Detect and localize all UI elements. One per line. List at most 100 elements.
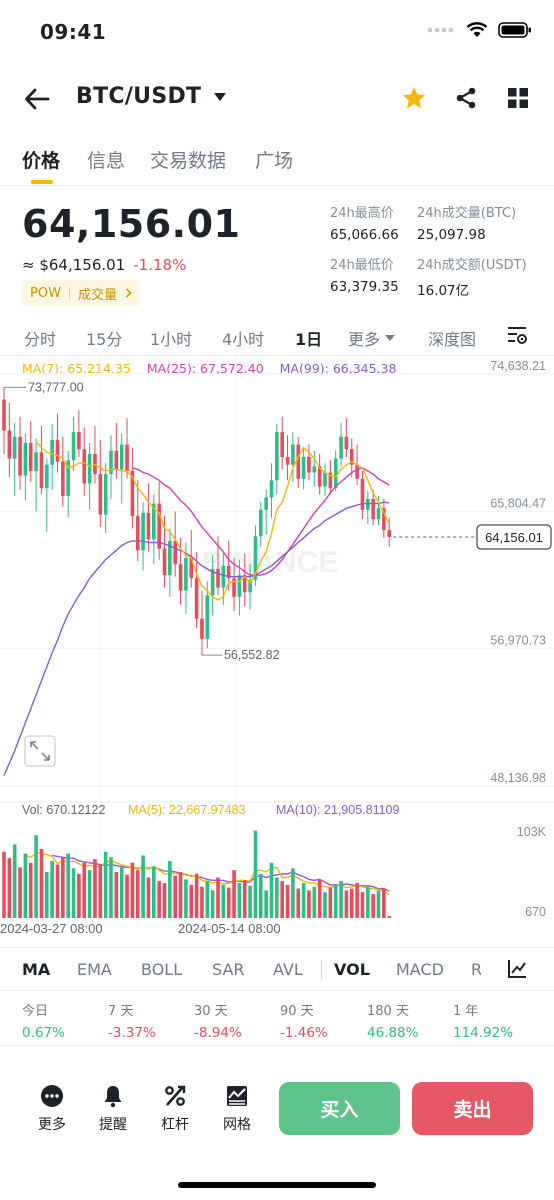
- candle-body: [200, 618, 204, 639]
- volume-bar: [200, 886, 204, 918]
- ma99-line: [3, 501, 390, 776]
- last-price: 64,156.01: [22, 202, 241, 246]
- candle-body: [125, 444, 129, 471]
- indicator-bar: MA EMA BOLL SAR AVL VOL MACD R: [0, 947, 554, 991]
- candle-body: [333, 458, 338, 489]
- tag-badge[interactable]: POW 成交量: [22, 280, 140, 306]
- indicator-avl[interactable]: AVL: [273, 960, 303, 979]
- detail-tabs: 价格 信息 交易数据 广场: [0, 140, 554, 186]
- price-change: -1.18%: [133, 256, 187, 274]
- vol-ma5-label: MA(5): 22,667.97483: [128, 803, 245, 817]
- volume-bar: [103, 851, 108, 918]
- volume-bar: [360, 892, 365, 918]
- volume-bar: [130, 862, 135, 918]
- more-button[interactable]: 更多: [27, 1084, 77, 1134]
- pair-selector[interactable]: BTC/USDT: [76, 84, 227, 109]
- volume-bar: [216, 877, 220, 918]
- indicator-macd[interactable]: MACD: [396, 960, 444, 979]
- perf-label: 1 年: [453, 1004, 479, 1019]
- volume-bar: [82, 862, 87, 918]
- grid-button[interactable]: [504, 84, 532, 112]
- ma7-line: [35, 440, 390, 601]
- volume-bar: [61, 857, 65, 918]
- back-button[interactable]: [22, 84, 52, 114]
- x-tick-label: 2024-05-14 08:00: [178, 921, 281, 936]
- grid-icon: [508, 88, 528, 108]
- interval-1d[interactable]: 1日: [295, 330, 323, 349]
- volume-bar: [173, 875, 177, 918]
- buy-button[interactable]: 买入: [279, 1082, 400, 1135]
- stat-low: 24h最低价 63,379.35: [330, 254, 399, 295]
- volume-bar: [205, 881, 210, 918]
- volume-bar: [50, 860, 54, 918]
- candle-body: [45, 464, 49, 489]
- interval-depth[interactable]: 深度图: [428, 330, 477, 349]
- volume-bar: [18, 867, 22, 918]
- perf-value: 46.88%: [367, 1025, 419, 1041]
- indicator-ema[interactable]: EMA: [77, 960, 112, 979]
- home-indicator: [178, 1182, 376, 1188]
- interval-15m[interactable]: 15分: [86, 330, 123, 349]
- alert-button[interactable]: 提醒: [88, 1084, 138, 1134]
- expand-button[interactable]: [24, 735, 56, 767]
- vol-label: Vol: 670.12122: [22, 803, 105, 817]
- tag-divider: [68, 287, 70, 299]
- share-button[interactable]: [452, 84, 480, 112]
- star-icon: [402, 86, 426, 109]
- volume-bar: [141, 855, 145, 918]
- tab-price[interactable]: 价格: [22, 150, 61, 172]
- tab-square[interactable]: 广场: [255, 150, 294, 172]
- battery-icon: [498, 22, 531, 38]
- indicator-vol[interactable]: VOL: [334, 960, 370, 979]
- volume-bar: [168, 860, 172, 918]
- vol-y-top-label: 103K: [517, 825, 547, 839]
- nav-bar: BTC/USDT: [0, 72, 554, 126]
- candle-body: [259, 509, 263, 537]
- draw-tool-button[interactable]: [506, 958, 528, 984]
- volume-bar: [328, 887, 333, 918]
- volume-bar: [232, 870, 236, 918]
- tab-trading-data[interactable]: 交易数据: [150, 150, 227, 172]
- arrow-left-icon: [25, 88, 50, 110]
- candle-body: [119, 444, 124, 470]
- candle-body: [264, 497, 268, 510]
- ma25-line: [132, 467, 390, 576]
- favorite-button[interactable]: [400, 84, 428, 112]
- candle-body: [339, 436, 343, 459]
- leverage-button[interactable]: 杠杆: [150, 1084, 200, 1134]
- percent-icon: [165, 1085, 186, 1106]
- volume-bar: [77, 873, 81, 918]
- ma25-label: MA(25): 67,572.40: [146, 361, 264, 376]
- interval-more[interactable]: 更多: [348, 326, 396, 350]
- stat-vol-usdt-value: 16.07亿: [417, 283, 470, 299]
- candle-body: [344, 436, 349, 450]
- grid-trading-button[interactable]: 网格: [212, 1084, 262, 1134]
- interval-1h[interactable]: 1小时: [150, 330, 193, 349]
- indicator-boll[interactable]: BOLL: [141, 960, 183, 979]
- candle-body: [285, 456, 290, 465]
- stat-vol-usdt-label: 24h成交额(USDT): [417, 258, 527, 273]
- grid-bot-icon: [227, 1086, 247, 1106]
- candle-body: [141, 512, 145, 551]
- candle-body: [23, 442, 28, 476]
- volume-bar: [55, 864, 60, 918]
- sell-button[interactable]: 卖出: [412, 1082, 533, 1135]
- kline-chart[interactable]: BINANCE 74,638.2165,804.4756,970.7348,13…: [0, 356, 554, 940]
- interval-4h[interactable]: 4小时: [222, 330, 265, 349]
- indicator-ma[interactable]: MA: [22, 960, 51, 979]
- volume-bar: [28, 862, 33, 918]
- interval-timeshare[interactable]: 分时: [24, 330, 57, 349]
- candle-body: [216, 568, 220, 588]
- ma-legend: MA(7): 65,214.35 MA(25): 67,572.40 MA(99…: [22, 361, 396, 376]
- volume-bar: [12, 844, 17, 918]
- min-marker-label: 56,552.82: [224, 648, 280, 662]
- stat-vol-usdt: 24h成交额(USDT) 16.07亿: [417, 254, 527, 299]
- volume-bar: [259, 873, 263, 918]
- tag-pow: POW: [30, 285, 61, 301]
- y-tick-label: 48,136.98: [490, 771, 546, 785]
- chart-settings-button[interactable]: [506, 324, 528, 350]
- tab-info[interactable]: 信息: [87, 150, 126, 172]
- perf-label: 今日: [22, 1004, 49, 1019]
- indicator-sar[interactable]: SAR: [212, 960, 245, 979]
- indicator-rsi[interactable]: R: [471, 960, 481, 979]
